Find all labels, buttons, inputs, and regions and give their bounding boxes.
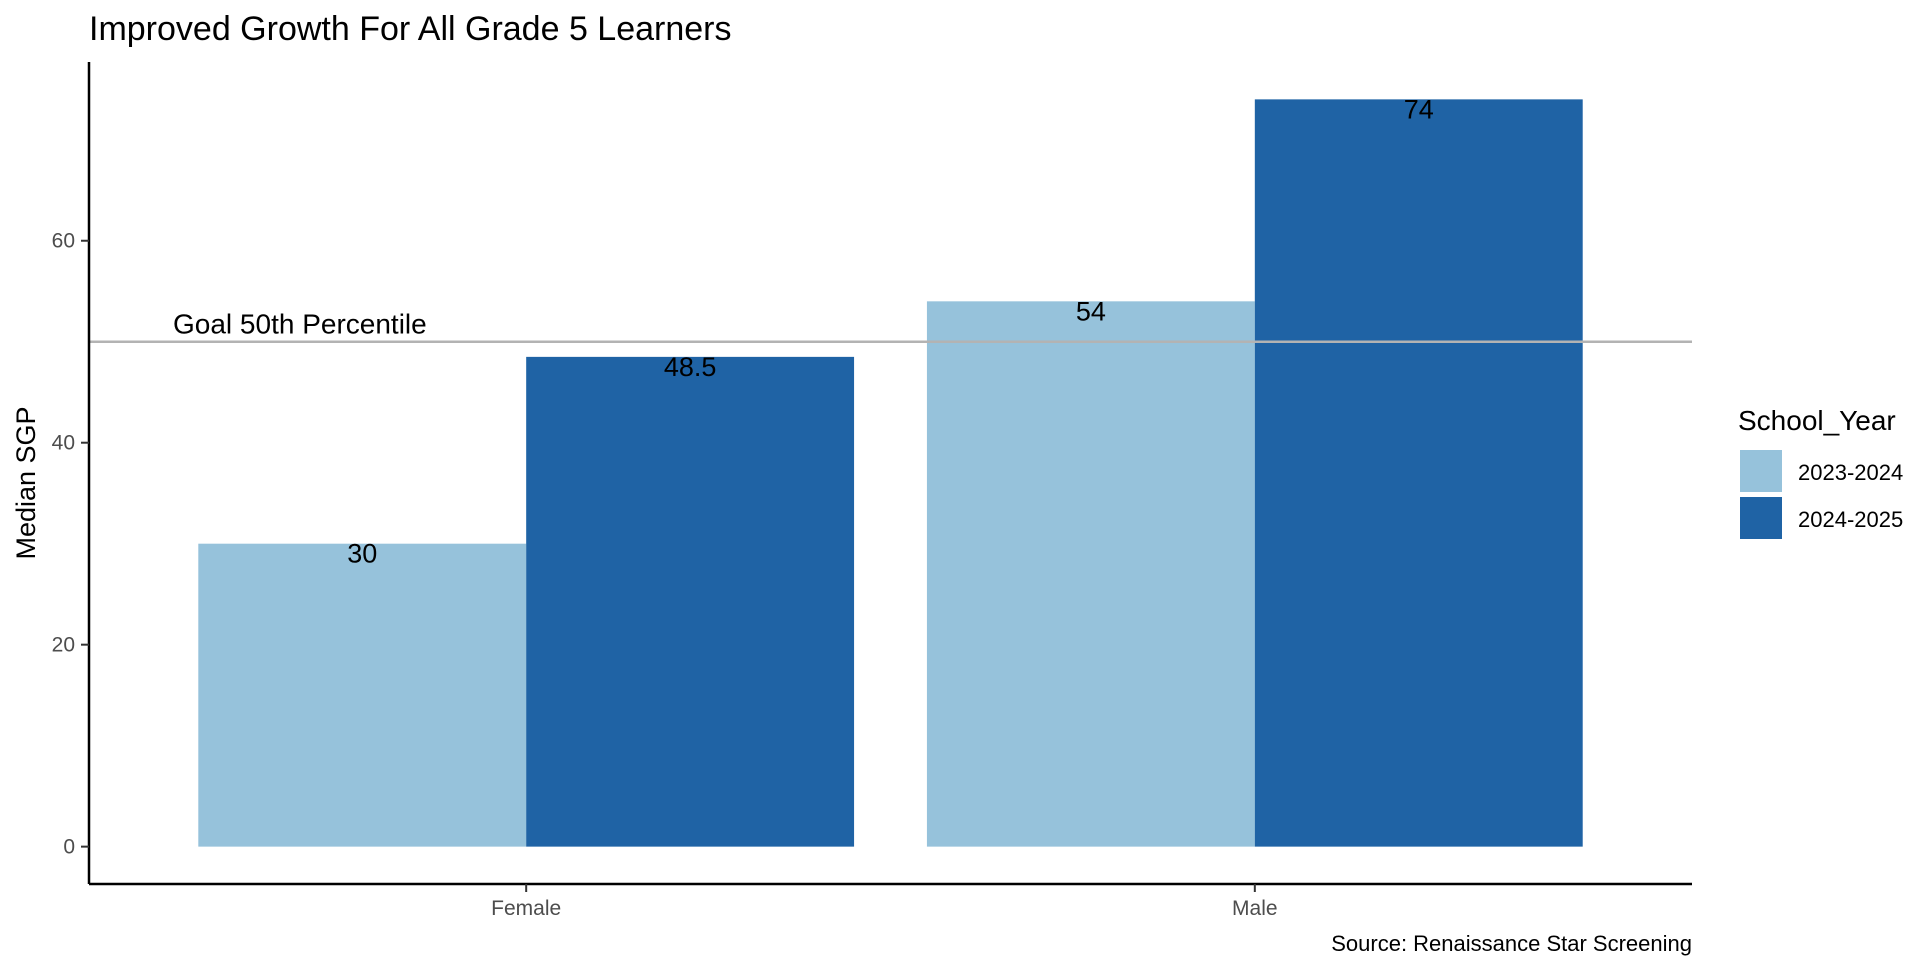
- chart-caption: Source: Renaissance Star Screening: [1331, 931, 1692, 956]
- x-axis-ticks: Female Male: [491, 884, 1278, 920]
- legend-label-2023-2024: 2023-2024: [1798, 460, 1903, 485]
- y-tick-label: 20: [52, 634, 75, 657]
- y-axis-label: Median SGP: [11, 406, 41, 559]
- data-labels: 30 54 48.5 74: [347, 94, 1434, 568]
- y-tick-label: 0: [63, 836, 75, 859]
- legend: School_Year 2023-2024 2024-2025: [1738, 405, 1903, 539]
- y-axis-ticks: 0 20 40 60: [52, 230, 89, 859]
- y-tick-label: 40: [52, 432, 75, 455]
- bar-male-2024-2025: [1254, 99, 1583, 847]
- bar-female-2024-2025: [526, 356, 855, 847]
- legend-title: School_Year: [1738, 405, 1896, 436]
- data-label-male-2024-2025: 74: [1404, 94, 1434, 124]
- plot-area: Goal 50th Percentile 30 54 48.5 74: [89, 94, 1692, 847]
- goal-reference-label: Goal 50th Percentile: [173, 309, 427, 340]
- chart-title: Improved Growth For All Grade 5 Learners: [89, 10, 732, 48]
- x-tick-label-female: Female: [491, 897, 561, 920]
- legend-label-2024-2025: 2024-2025: [1798, 507, 1903, 532]
- data-label-female-2023-2024: 30: [347, 539, 377, 569]
- bar-female-2023-2024: [198, 543, 527, 847]
- bars: [198, 99, 1583, 847]
- legend-swatch-2023-2024: [1740, 450, 1782, 492]
- x-tick-label-male: Male: [1232, 897, 1278, 920]
- bar-male-2023-2024: [926, 301, 1255, 847]
- legend-swatch-2024-2025: [1740, 497, 1782, 539]
- data-label-male-2023-2024: 54: [1076, 296, 1106, 326]
- y-tick-label: 60: [52, 230, 75, 253]
- data-label-female-2024-2025: 48.5: [664, 352, 717, 382]
